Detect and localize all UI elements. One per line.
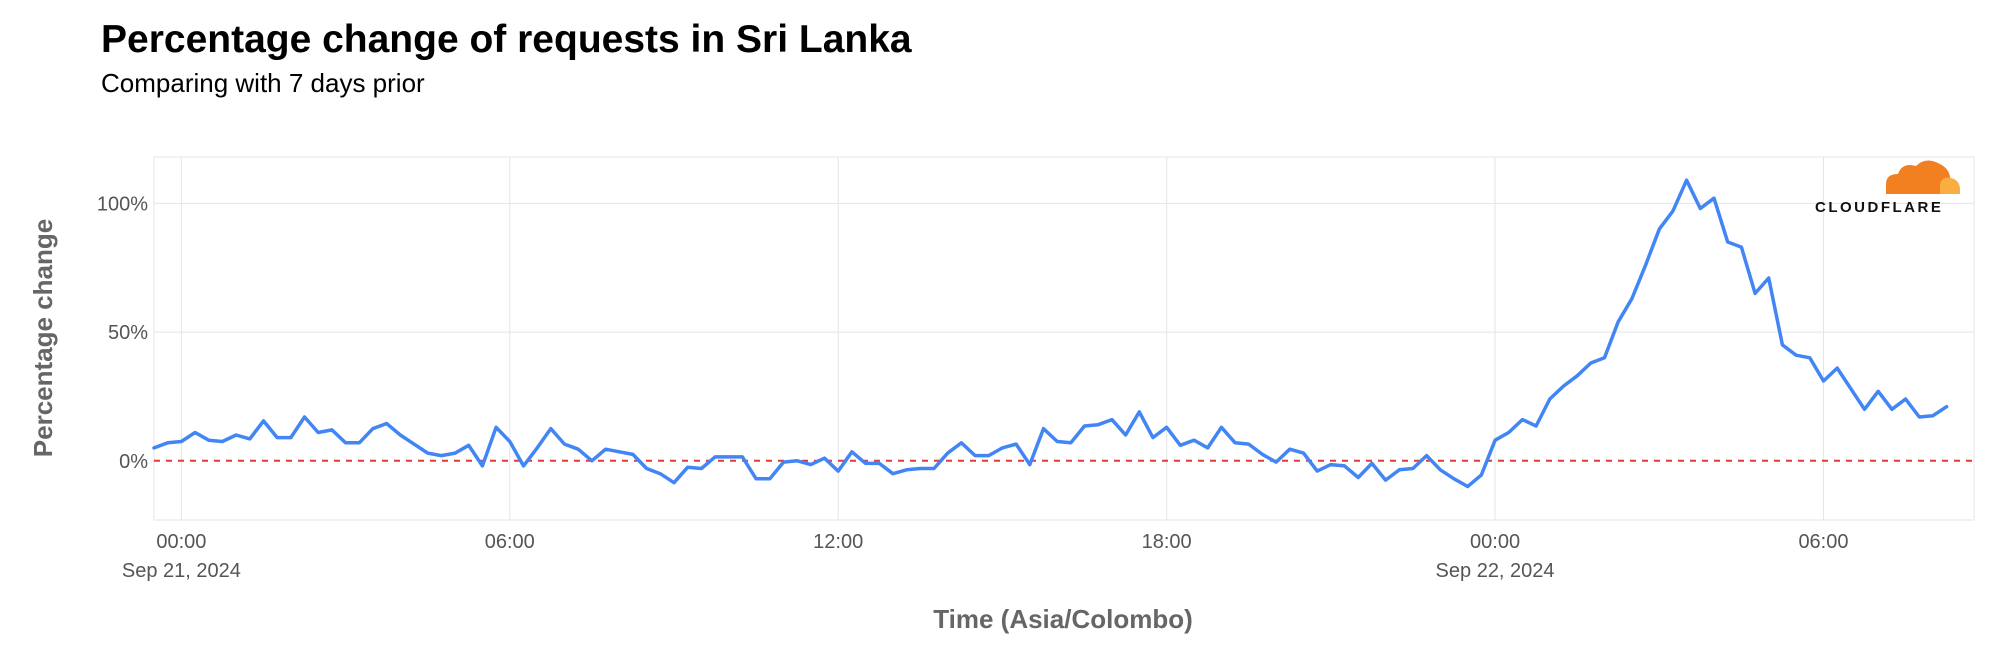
- cloudflare-logo: CLOUDFLARE: [1815, 160, 1960, 216]
- x-tick-label: 00:00: [156, 531, 206, 553]
- logo-text: CLOUDFLARE: [1815, 199, 1943, 216]
- x-tick-date-label: Sep 21, 2024: [122, 560, 241, 582]
- grid-lines: [154, 157, 1974, 520]
- cloudflare-cloud-icon: [1886, 160, 1960, 194]
- y-axis-ticks: 0% 50% 100%: [97, 193, 148, 472]
- x-axis-title: Time (Asia/Colombo): [933, 604, 1193, 634]
- x-tick-label: 00:00: [1470, 531, 1520, 553]
- x-axis-ticks: 00:00 Sep 21, 2024 06:00 12:00 18:00 00:00 Sep…: [122, 531, 1849, 582]
- plot-border: [153, 156, 1975, 521]
- y-tick-label: 50%: [108, 322, 148, 344]
- series-line: [152, 178, 1949, 489]
- x-tick-label: 06:00: [485, 531, 535, 553]
- x-tick-date-label: Sep 22, 2024: [1436, 560, 1555, 582]
- x-tick-label: 12:00: [813, 531, 863, 553]
- chart-title: Percentage change of requests in Sri Lan…: [101, 18, 912, 61]
- series-layer: [152, 178, 1949, 489]
- x-tick-label: 18:00: [1142, 531, 1192, 553]
- y-tick-label: 0%: [119, 451, 148, 473]
- y-tick-label: 100%: [97, 193, 148, 215]
- x-tick-label: 06:00: [1798, 531, 1848, 553]
- y-axis-title: Percentage change: [28, 219, 58, 457]
- chart-subtitle: Comparing with 7 days prior: [101, 68, 425, 98]
